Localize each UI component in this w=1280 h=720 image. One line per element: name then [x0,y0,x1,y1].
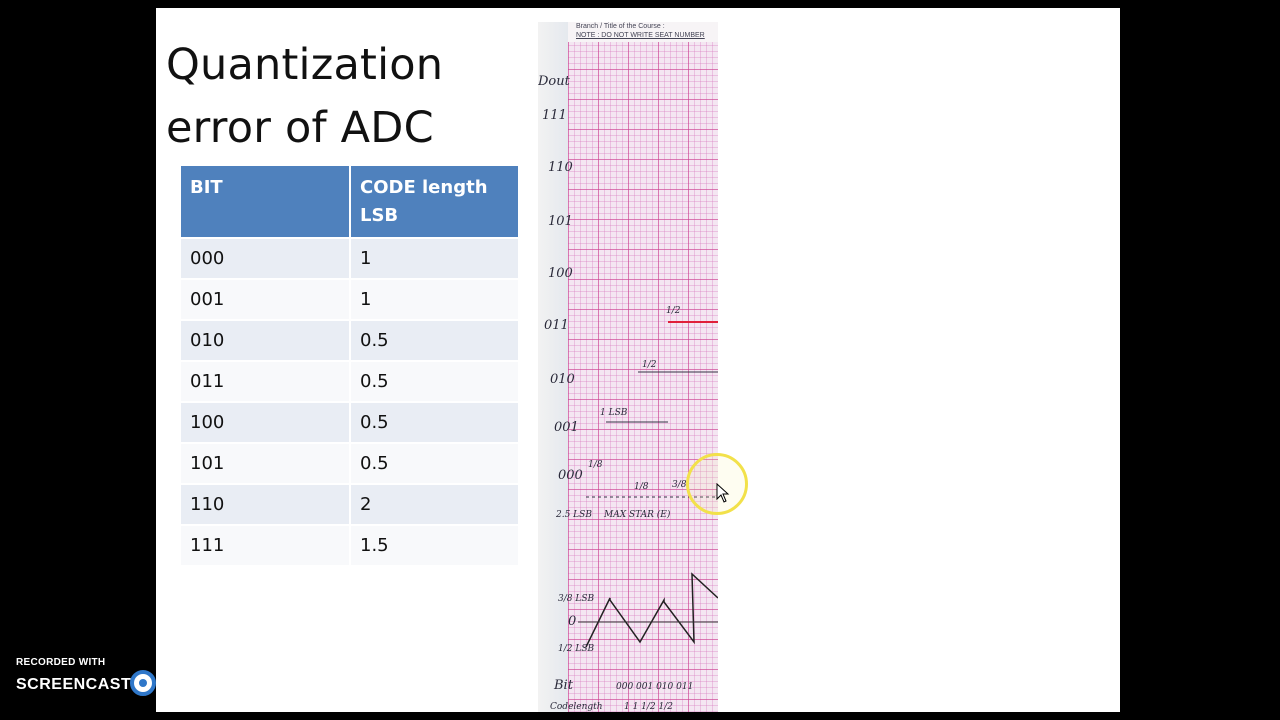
annotation-label: 1/8 [588,460,603,470]
annotation-label: 3/8 [672,480,687,490]
cell-bit: 011 [181,360,349,401]
cell-code-length: 0.5 [349,442,518,483]
y-code-label: 101 [548,214,573,229]
cell-code-length: 0.5 [349,319,518,360]
annotation-label: 0 [568,614,577,629]
cell-bit: 000 [181,237,349,278]
paper-header-line2: NOTE : DO NOT WRITE SEAT NUMBER [576,32,705,39]
slide-title-line2: error of ADC [166,103,434,153]
cell-bit: 100 [181,401,349,442]
slide-canvas: Quantization error of ADC BIT CODE lengt… [156,8,1120,712]
cell-bit: 101 [181,442,349,483]
header-code-length: CODE length LSB [349,166,518,237]
header-code-length-line1: CODE length [360,177,488,198]
cell-bit: 110 [181,483,349,524]
screencast-o-matic-logo-icon [130,670,156,696]
table-row: 010 0.5 [181,319,518,360]
paper-margin [538,22,570,712]
y-axis-label: Dout [538,74,570,89]
y-code-label: 110 [548,160,573,175]
cell-bit: 001 [181,278,349,319]
slide-title-line1: Quantization [166,40,444,90]
bottom-bits: 000 001 010 011 [616,682,694,692]
bottom-values: 1 1 1/2 1/2 [624,702,674,712]
table-row: 011 0.5 [181,360,518,401]
y-code-label: 011 [544,318,569,333]
bottom-bit-label: Bit [554,678,573,693]
paper-header-line1: Branch / Title of the Course : [576,23,665,30]
table-row: 001 1 [181,278,518,319]
annotation-label: 1 LSB [600,408,628,418]
cell-bit: 010 [181,319,349,360]
table-row: 000 1 [181,237,518,278]
cell-code-length: 1 [349,278,518,319]
paper-header: Branch / Title of the Course : NOTE : DO… [568,22,718,42]
y-code-label: 001 [554,420,579,435]
header-code-length-line2: LSB [360,205,399,226]
cell-code-length: 0.5 [349,360,518,401]
table-row: 100 0.5 [181,401,518,442]
annotation-label: MAX STAR (E) [604,510,671,520]
cell-bit: 111 [181,524,349,565]
annotation-label: 1/2 [642,360,657,370]
bottom-codelength-label: Codelength [550,702,603,712]
slide-title: Quantization error of ADC [166,34,536,160]
staircase-sketch [578,321,718,648]
annotation-label: 1/2 LSB [558,644,595,654]
y-code-label: 111 [542,108,567,123]
y-code-label: 010 [550,372,575,387]
cursor-arrow-icon [716,483,730,503]
watermark-screencast: SCREENCAST [16,676,132,693]
y-code-label: 100 [548,266,573,281]
cell-code-length: 1.5 [349,524,518,565]
annotation-label: 1/8 [634,482,649,492]
annotation-label: 3/8 LSB [558,594,595,604]
watermark-matic: MATIC [164,676,214,693]
cell-code-length: 1 [349,237,518,278]
code-length-table: BIT CODE length LSB 000 1 001 1 010 0.5 011 0… [181,166,518,565]
watermark-recorded-with: RECORDED WITH [16,657,106,668]
annotation-label: 2.5 LSB [556,510,592,520]
cell-code-length: 2 [349,483,518,524]
y-code-label: 000 [558,468,583,483]
table-row: 110 2 [181,483,518,524]
cell-code-length: 0.5 [349,401,518,442]
table-row: 101 0.5 [181,442,518,483]
table-header-row: BIT CODE length LSB [181,166,518,237]
graph-paper-photo: Branch / Title of the Course : NOTE : DO… [538,22,718,712]
header-bit: BIT [181,166,349,237]
table-row: 111 1.5 [181,524,518,565]
annotation-label: 1/2 [666,306,681,316]
